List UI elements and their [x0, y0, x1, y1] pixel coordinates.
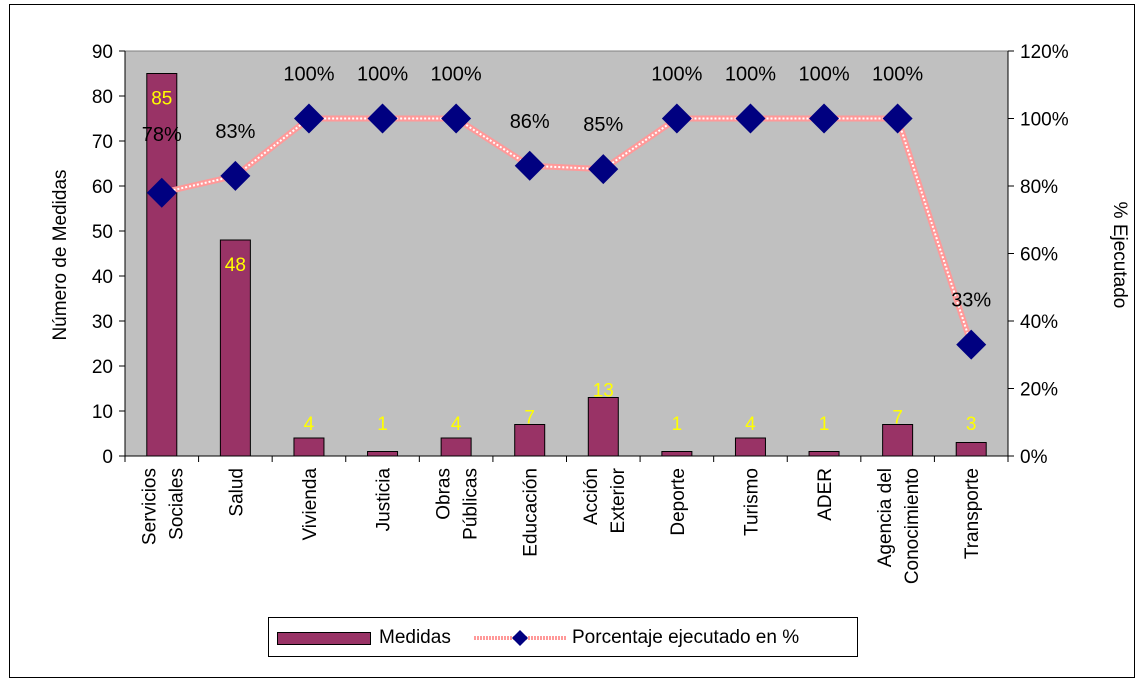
y2-tick-label: 0% [1020, 447, 1048, 468]
pct-data-label: 100% [357, 64, 408, 86]
pct-data-label: 78% [142, 124, 182, 146]
y2-tick-label: 20% [1020, 380, 1058, 401]
pct-data-label: 86% [510, 111, 550, 133]
pct-data-label: 83% [215, 121, 255, 143]
pct-data-label: 100% [872, 64, 923, 86]
y-tick-label: 40 [92, 267, 113, 288]
x-category-label: Acción [581, 468, 602, 525]
pct-data-label: 100% [283, 64, 334, 86]
pct-data-label: 100% [798, 64, 849, 86]
bar [808, 451, 840, 457]
bar-data-label: 1 [377, 414, 388, 435]
bar-data-label: 1 [672, 414, 683, 435]
pct-marker [146, 177, 177, 208]
pct-data-label: 33% [951, 290, 991, 312]
legend: Medidas Porcentaje ejecutado en % [268, 617, 858, 657]
bar [587, 397, 619, 457]
legend-label-porcentaje: Porcentaje ejecutado en % [572, 627, 800, 648]
bar [955, 442, 987, 457]
x-category-label: Conocimiento [902, 468, 923, 584]
y-tick-label: 70 [92, 132, 113, 153]
bar-data-label: 3 [966, 414, 977, 435]
bar [514, 424, 546, 457]
legend-swatch-line [474, 630, 566, 646]
bar-data-label: 4 [745, 414, 756, 435]
legend-swatch-bar [277, 631, 371, 645]
x-category-label: Educación [521, 468, 542, 557]
bar [882, 424, 914, 457]
x-category-label: Justicia [374, 468, 395, 532]
y2-tick-label: 120% [1020, 42, 1069, 63]
y2-tick-label: 100% [1020, 110, 1069, 131]
pct-marker [735, 103, 766, 134]
bar-data-label: 48 [225, 255, 246, 276]
plot-area [124, 50, 1009, 457]
legend-item-medidas: Medidas [277, 618, 451, 658]
y-tick-label: 60 [92, 177, 113, 198]
pct-marker [220, 160, 251, 191]
pct-data-label: 85% [583, 114, 623, 136]
y-tick-label: 0 [102, 447, 113, 468]
y-tick-label: 30 [92, 312, 113, 333]
pct-marker [588, 154, 619, 185]
bar-data-label: 7 [892, 408, 903, 429]
legend-item-porcentaje: Porcentaje ejecutado en % [474, 618, 799, 658]
y2-tick-label: 60% [1020, 245, 1058, 266]
y-axis-title: Número de Medidas [50, 169, 71, 340]
x-category-label: ADER [815, 468, 836, 521]
bar [219, 239, 251, 457]
y2-tick-label: 80% [1020, 177, 1058, 198]
x-category-label: Servicios [139, 468, 160, 545]
bar-data-label: 4 [304, 414, 315, 435]
pct-data-label: 100% [651, 64, 702, 86]
bar-data-label: 4 [451, 414, 462, 435]
y2-axis-title: % Ejecutado [1109, 202, 1130, 309]
bar [367, 451, 399, 457]
pct-marker [661, 103, 692, 134]
bar-data-label: 13 [593, 381, 614, 402]
bar-data-label: 7 [524, 408, 535, 429]
x-category-label: Transporte [962, 468, 983, 559]
pct-marker [367, 103, 398, 134]
y-tick-label: 50 [92, 222, 113, 243]
bar [293, 437, 325, 457]
bar-data-label: 1 [819, 414, 830, 435]
pct-marker [882, 103, 913, 134]
legend-label-medidas: Medidas [379, 627, 451, 648]
pct-data-label: 100% [725, 64, 776, 86]
y-tick-label: 10 [92, 402, 113, 423]
x-category-label: Obras [434, 468, 455, 520]
x-category-label: Turismo [741, 468, 762, 536]
pct-marker [956, 329, 987, 360]
x-category-label: Públicas [461, 468, 482, 540]
pct-data-label: 100% [431, 64, 482, 86]
y2-tick-label: 40% [1020, 312, 1058, 333]
pct-marker [293, 103, 324, 134]
x-category-label: Agencia del [875, 468, 896, 567]
x-category-label: Sociales [166, 468, 187, 540]
pct-marker [514, 150, 545, 181]
bar [734, 437, 766, 457]
x-category-label: Vivienda [300, 468, 321, 541]
bar [146, 73, 178, 457]
x-category-label: Salud [226, 468, 247, 517]
pct-marker [809, 103, 840, 134]
y-tick-label: 90 [92, 42, 113, 63]
bar [440, 437, 472, 457]
x-category-label: Deporte [668, 468, 689, 536]
pct-marker [441, 103, 472, 134]
y-tick-label: 20 [92, 357, 113, 378]
x-category-label: Exterior [608, 467, 629, 533]
bar-data-label: 85 [151, 89, 172, 110]
bar [661, 451, 693, 457]
y-tick-label: 80 [92, 87, 113, 108]
